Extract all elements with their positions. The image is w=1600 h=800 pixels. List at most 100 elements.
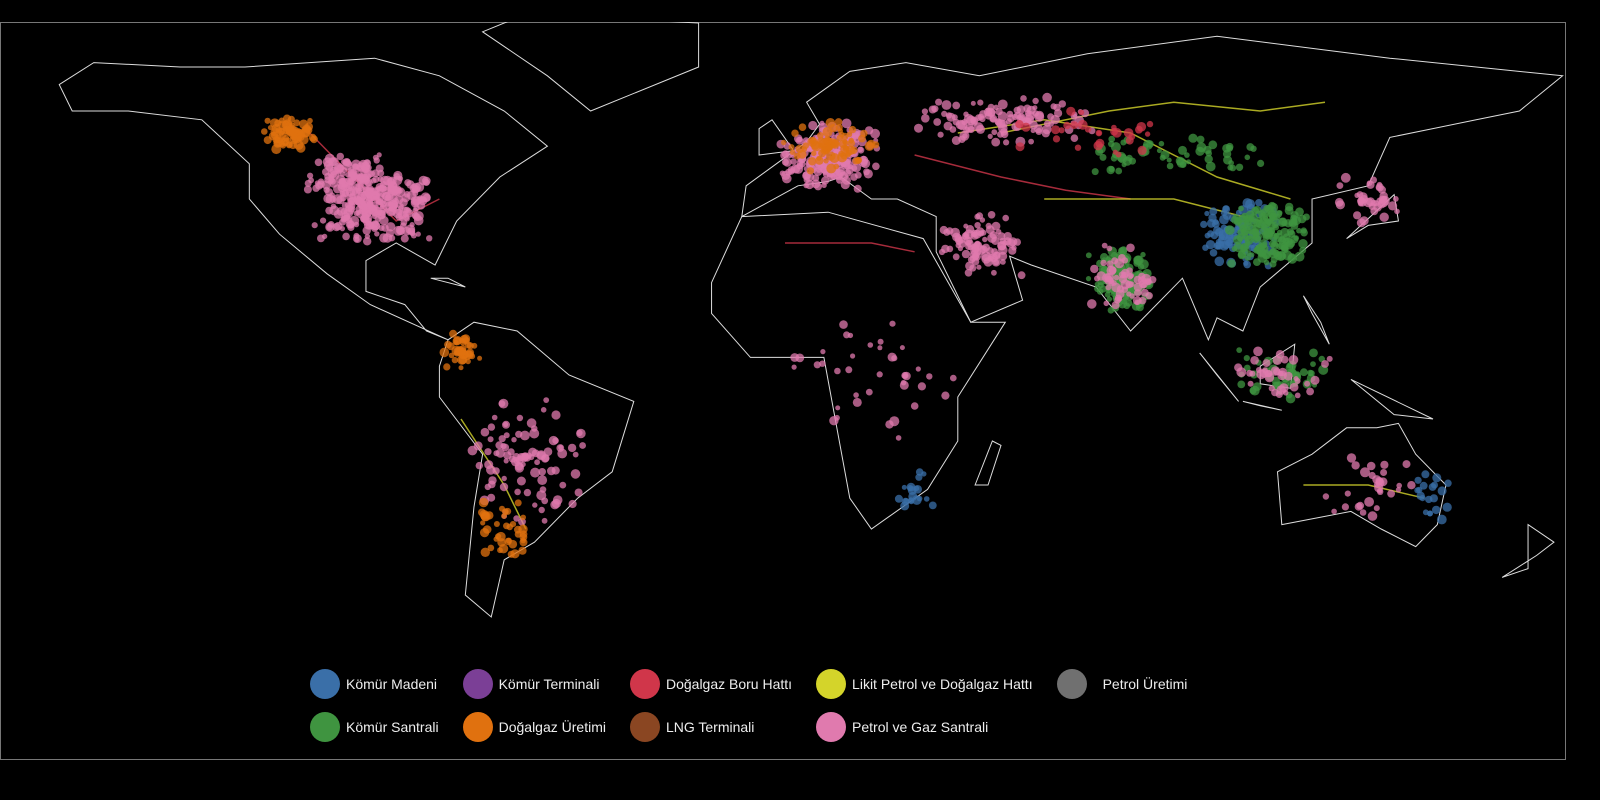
facility-point [1095,129,1103,137]
facility-point [1108,140,1115,148]
facility-point [818,142,824,148]
facility-point [415,231,421,237]
facility-point [1281,245,1289,254]
facility-point [1279,217,1288,226]
facility-point [789,149,796,155]
facility-point [1103,300,1110,307]
facility-point [409,222,415,228]
facility-point [1090,264,1099,274]
facility-point [950,374,957,382]
facility-point [1115,167,1123,175]
facility-point [1265,219,1272,226]
facility-point [1262,359,1271,368]
facility-point [379,181,388,189]
facility-point [513,515,520,522]
facility-point [957,236,965,244]
facility-point [1105,284,1112,291]
facility-point [487,544,495,552]
facility-point [1366,461,1376,471]
facility-point [1118,247,1125,253]
facility-point [548,435,559,446]
facility-point [293,119,301,127]
pipeline-line [1303,484,1425,499]
facility-point [877,338,884,345]
facility-point [982,236,988,243]
facility-point [366,191,373,199]
facility-point [899,345,905,351]
facility-point [379,233,389,243]
facility-point [783,158,792,167]
swatch-icon [629,669,660,699]
facility-point [1084,126,1092,133]
facility-point [851,165,858,172]
facilities-layer [261,92,1452,559]
facility-point [817,137,826,146]
facility-point [477,355,483,361]
facility-point [399,198,408,207]
facility-point [339,188,350,198]
facility-point [863,168,870,176]
facility-point [1267,227,1275,235]
facility-point [1310,375,1320,385]
facility-point [1015,120,1024,129]
swatch-icon [629,712,660,742]
landmass-outline [481,22,700,112]
facility-point [451,356,459,364]
facility-point [1204,210,1210,217]
facility-point [457,350,464,357]
facility-point [371,169,380,178]
world-energy-map[interactable] [0,22,1566,760]
facility-point [1378,477,1388,487]
facility-point [991,269,997,276]
facility-point [1074,144,1082,151]
facility-point [1300,368,1308,377]
facility-point [853,392,859,398]
facility-point [1380,460,1389,469]
facility-point [1364,497,1374,507]
facility-point [1380,469,1388,476]
facility-point [1156,148,1162,154]
facility-point [1271,388,1279,397]
facility-point [1016,105,1026,114]
facility-point [386,182,394,189]
facility-point [1202,244,1209,251]
facility-point [1140,288,1149,297]
facility-point [877,345,883,351]
facility-point [366,202,374,210]
facility-point [819,360,826,367]
facility-point [336,169,342,175]
facility-point [1419,481,1428,490]
facility-point [361,190,367,196]
facility-point [1138,296,1147,305]
facility-point [1251,228,1260,237]
facility-point [1108,166,1115,173]
facility-point [1402,460,1411,469]
facility-point [857,146,865,154]
facility-point [344,177,352,185]
facility-point [498,435,506,443]
facility-point [790,158,797,165]
pipeline-line [1044,198,1261,222]
facility-point [1052,135,1061,143]
facility-point [1195,146,1205,156]
facility-point [383,198,393,207]
facility-point [1141,273,1152,284]
facility-point [779,170,786,176]
facility-point [1003,237,1012,246]
facility-point [1017,271,1026,280]
legend-item-gas-production: Doğalgaz Üretimi [462,710,606,744]
facility-point [1442,502,1452,512]
facility-point [393,173,400,180]
facility-point [299,119,309,129]
facility-point [1054,109,1063,118]
facility-point [894,494,903,503]
facility-point [1244,254,1252,261]
facility-point [1070,121,1079,130]
facility-point [923,496,930,502]
facility-point [1307,369,1314,377]
facility-point [329,205,340,216]
facility-point [1205,161,1216,172]
facility-point [1108,135,1115,143]
facility-point [901,371,909,380]
facility-point [975,212,984,220]
